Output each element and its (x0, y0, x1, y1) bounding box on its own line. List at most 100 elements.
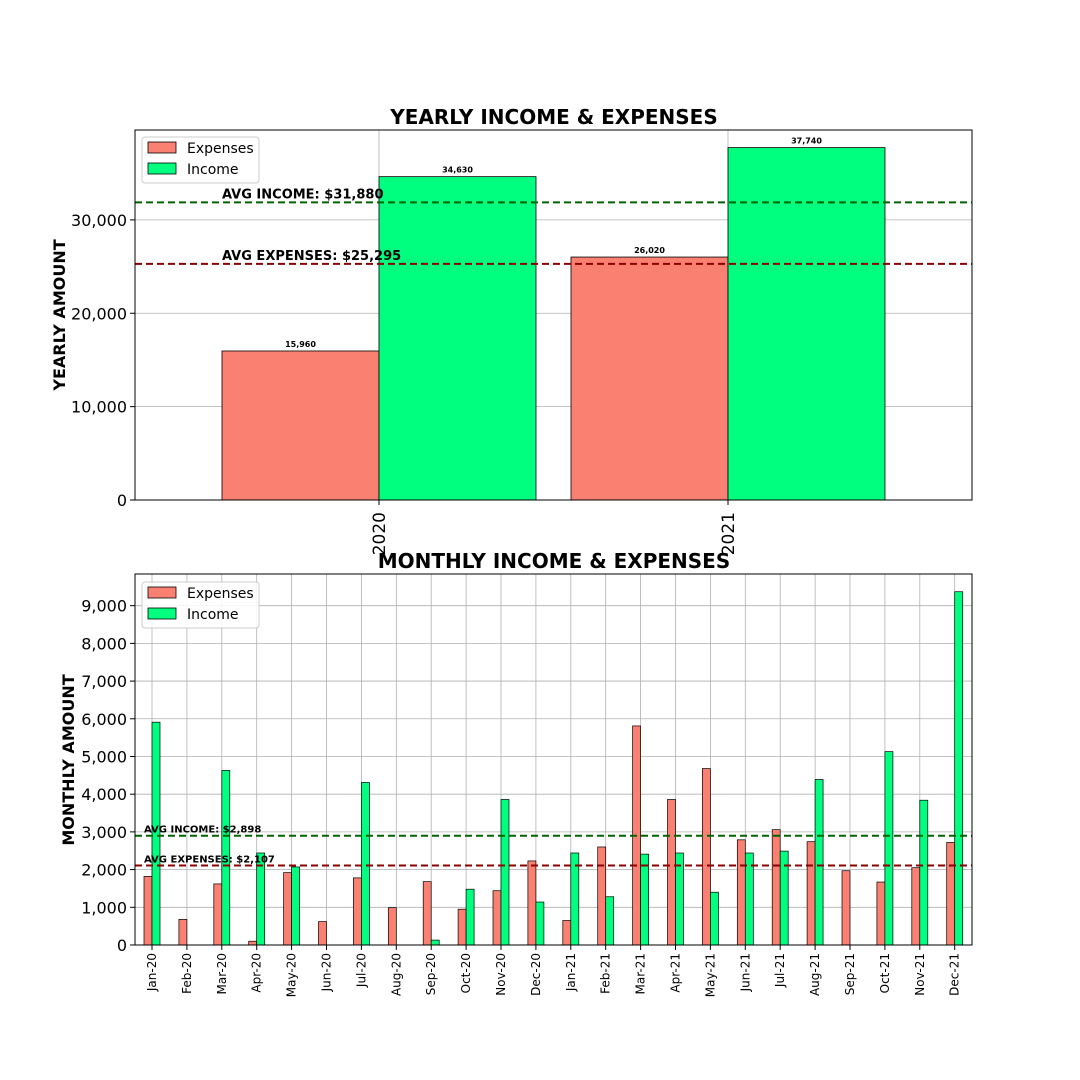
monthly-x-tick-label-aug-21: Aug-21 (808, 953, 822, 996)
yearly-reference-label-avg-income-31-880: AVG INCOME: $31,880 (222, 187, 384, 202)
yearly-bar-income-2021 (727, 147, 886, 501)
monthly-reference-lines: AVG INCOME: $2,898 AVG EXPENSES: $2,107 (135, 825, 972, 867)
monthly-bar-expenses-nov-21 (911, 867, 921, 946)
monthly-x-tick-label-jul-20: Jul-20 (354, 953, 368, 988)
yearly-bar-income-2020 (378, 176, 537, 501)
monthly-y-tick-label-4000: 4,000 (81, 785, 127, 804)
monthly-bar-income-sep-20 (430, 939, 440, 946)
monthly-bar-income-jan-21 (570, 852, 580, 946)
monthly-bar-expenses-sep-20 (422, 881, 432, 946)
monthly-bar-income-jul-20 (361, 782, 370, 946)
monthly-x-tick-label-nov-21: Nov-21 (913, 953, 927, 996)
yearly-x-tick-label-2021: 2021 (719, 512, 739, 555)
monthly-bar-expenses-may-21 (702, 768, 711, 946)
monthly-x-tick-label-sep-20: Sep-20 (424, 953, 438, 995)
monthly-bar-expenses-aug-20 (387, 907, 397, 946)
monthly-bar-expenses-apr-21 (667, 799, 676, 946)
monthly-bar-expenses-sep-21 (841, 870, 851, 946)
yearly-x-tick-label-2020: 2020 (370, 512, 390, 555)
yearly-reference-lines: AVG INCOME: $31,880 AVG EXPENSES: $25,295 (135, 187, 972, 265)
monthly-bar-income-oct-21 (884, 751, 894, 946)
monthly-bar-expenses-apr-20 (248, 940, 258, 946)
monthly-legend: Expenses Income (141, 581, 260, 629)
monthly-x-axis: Jan-20 Feb-20 Mar-20 Apr-20 May-20 Jun-20 Jul-… (145, 945, 962, 997)
monthly-x-tick-label-mar-21: Mar-21 (634, 953, 648, 994)
monthly-x-tick-label-oct-20: Oct-20 (459, 953, 473, 993)
yearly-legend-swatch-income (147, 162, 177, 175)
monthly-y-tick-label-3000: 3,000 (81, 823, 127, 842)
yearly-y-tick-label-20000: 20,000 (71, 304, 127, 323)
monthly-bar-expenses-may-20 (283, 872, 292, 946)
monthly-x-tick-label-jan-20: Jan-20 (145, 953, 159, 992)
monthly-bar-income-may-20 (291, 866, 300, 946)
monthly-x-tick-label-dec-20: Dec-20 (529, 953, 543, 996)
monthly-bar-expenses-jan-21 (562, 920, 572, 946)
monthly-x-tick-label-jan-21: Jan-21 (564, 953, 578, 992)
monthly-x-tick-label-aug-20: Aug-20 (389, 953, 403, 996)
yearly-legend-label-income: Income (187, 162, 239, 178)
monthly-bar-expenses-dec-21 (946, 842, 956, 946)
yearly-y-tick-label-0: 0 (117, 491, 127, 510)
monthly-y-tick-label-1000: 1,000 (81, 898, 127, 917)
monthly-y-tick-label-0: 0 (117, 936, 127, 955)
yearly-legend: Expenses Income (141, 136, 260, 184)
yearly-plot-frame (134, 129, 973, 501)
yearly-y-tick-label-30000: 30,000 (71, 211, 127, 230)
monthly-y-tick-label-8000: 8,000 (81, 634, 127, 653)
monthly-x-tick-label-jul-21: Jul-21 (773, 953, 787, 988)
monthly-legend-swatch-expenses (147, 586, 177, 599)
monthly-plot-frame (134, 573, 973, 946)
monthly-bar-expenses-nov-20 (492, 890, 502, 946)
monthly-x-tick-label-mar-20: Mar-20 (215, 953, 229, 994)
yearly-y-axis: 0 10,000 20,000 30,000 (71, 211, 135, 510)
monthly-x-tick-label-apr-21: Apr-21 (669, 953, 683, 993)
monthly-reference-label-avg-income-2-898: AVG INCOME: $2,898 (144, 825, 261, 836)
monthly-y-tick-label-7000: 7,000 (81, 672, 127, 691)
monthly-bar-expenses-jul-21 (771, 829, 781, 946)
monthly-x-tick-label-feb-20: Feb-20 (180, 953, 194, 994)
monthly-bar-expenses-jan-20 (143, 876, 153, 946)
monthly-bar-income-nov-21 (919, 799, 929, 946)
monthly-x-tick-label-apr-20: Apr-20 (250, 953, 264, 993)
yearly-y-axis-label: YEARLY AMOUNT (50, 239, 69, 391)
monthly-x-tick-label-oct-21: Oct-21 (878, 953, 892, 993)
monthly-bar-income-apr-21 (675, 852, 684, 946)
monthly-bar-income-aug-21 (814, 779, 824, 946)
monthly-bar-expenses-jun-20 (318, 921, 327, 946)
monthly-y-axis-label: MONTHLY AMOUNT (59, 674, 78, 845)
yearly-bar-expenses-2021 (570, 256, 729, 501)
monthly-legend-swatch-income (147, 607, 177, 620)
monthly-y-tick-label-2000: 2,000 (81, 861, 127, 880)
monthly-x-tick-label-nov-20: Nov-20 (494, 953, 508, 996)
monthly-bar-income-apr-20 (256, 852, 266, 946)
monthly-bar-expenses-oct-21 (876, 881, 886, 946)
yearly-x-axis: 2020 2021 (370, 500, 739, 555)
monthly-y-axis: 0 1,000 2,000 3,000 4,000 5,000 6,000 7,000 8,00… (81, 597, 135, 955)
monthly-bar-expenses-jul-20 (353, 877, 362, 946)
monthly-bar-expenses-dec-20 (527, 860, 537, 946)
monthly-plot-area (135, 574, 972, 945)
monthly-bar-income-oct-20 (465, 888, 475, 946)
yearly-y-tick-label-10000: 10,000 (71, 398, 127, 417)
monthly-bar-expenses-oct-20 (457, 908, 467, 946)
yearly-data-label-income-2021: 37,740 (791, 137, 822, 146)
monthly-x-tick-label-may-21: May-21 (703, 953, 717, 997)
yearly-bars (221, 147, 886, 501)
monthly-x-tick-label-may-20: May-20 (285, 953, 299, 997)
monthly-bar-expenses-aug-21 (806, 841, 816, 946)
monthly-chart: MONTHLY INCOME & EXPENSES AVG INCOME: $2… (59, 549, 973, 997)
monthly-x-tick-label-jun-21: Jun-21 (738, 953, 752, 992)
monthly-bar-income-dec-20 (535, 901, 545, 946)
yearly-chart-title: YEARLY INCOME & EXPENSES (389, 105, 718, 129)
monthly-bar-expenses-feb-21 (597, 846, 607, 946)
monthly-bar-income-nov-20 (500, 799, 510, 946)
yearly-bar-expenses-2020 (221, 350, 380, 501)
monthly-bar-income-jun-21 (744, 852, 754, 946)
yearly-data-labels: 15,960 34,630 26,020 37,740 (285, 137, 822, 349)
monthly-x-tick-label-sep-21: Sep-21 (843, 953, 857, 995)
monthly-chart-title: MONTHLY INCOME & EXPENSES (378, 549, 731, 573)
monthly-y-tick-label-9000: 9,000 (81, 597, 127, 616)
monthly-x-tick-label-dec-21: Dec-21 (948, 953, 962, 996)
yearly-data-label-expenses-2021: 26,020 (634, 246, 665, 255)
